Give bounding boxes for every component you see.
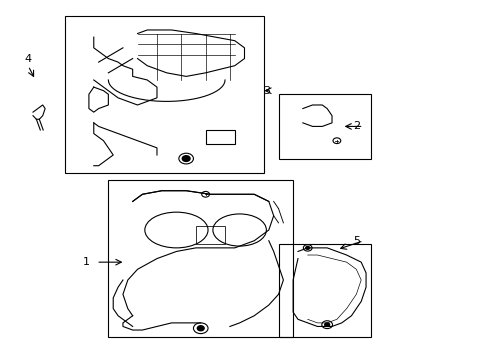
Circle shape: [182, 156, 190, 161]
Bar: [205, 130, 234, 144]
Text: 3: 3: [263, 86, 269, 96]
Bar: [278, 244, 370, 337]
Text: 5: 5: [352, 236, 359, 246]
Bar: [196, 226, 224, 244]
Circle shape: [324, 323, 329, 327]
Bar: [108, 180, 292, 337]
Bar: [278, 94, 370, 158]
Text: 2: 2: [352, 121, 359, 131]
Circle shape: [305, 247, 309, 249]
Text: 4: 4: [24, 54, 32, 64]
Bar: [64, 16, 264, 173]
Circle shape: [197, 326, 203, 331]
Text: 1: 1: [83, 257, 90, 267]
